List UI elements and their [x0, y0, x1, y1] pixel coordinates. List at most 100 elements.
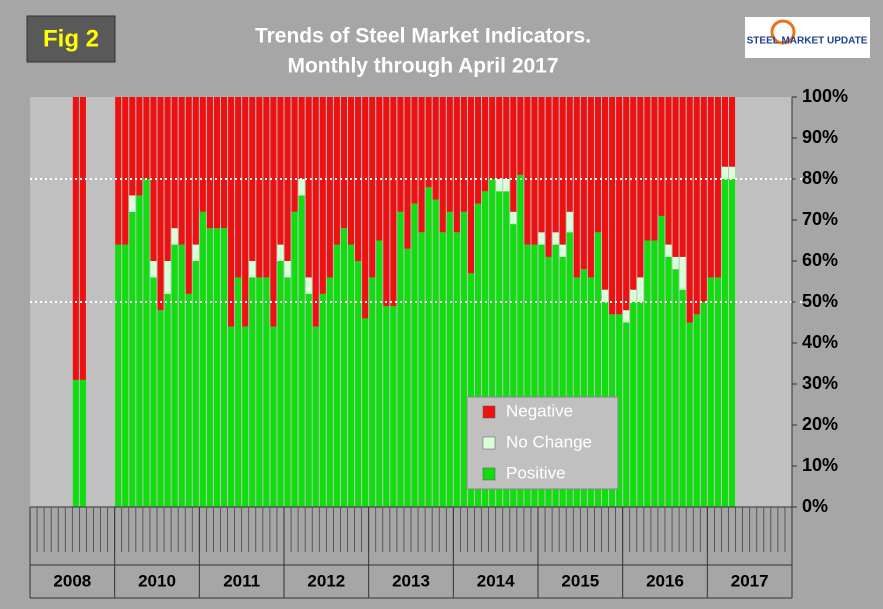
bar-segment: [164, 97, 171, 261]
bar-segment: [79, 97, 86, 380]
year-label: 2015: [561, 571, 599, 590]
bar-segment: [672, 269, 679, 507]
bar-segment: [616, 97, 623, 315]
bar-segment: [467, 273, 474, 507]
bar-segment: [644, 240, 651, 507]
year-label: 2017: [731, 571, 769, 590]
bar-segment: [602, 289, 609, 302]
bar-segment: [277, 97, 284, 245]
bar-segment: [686, 97, 693, 323]
bar-segment: [594, 97, 601, 233]
bar-segment: [566, 232, 573, 508]
bar-segment: [72, 379, 79, 507]
bar-segment: [235, 277, 242, 507]
bar-segment: [129, 211, 136, 508]
bar-segment: [171, 97, 178, 229]
bar-segment: [672, 97, 679, 257]
bar-segment: [312, 97, 319, 327]
bar-segment: [425, 97, 432, 188]
bar-segment: [644, 97, 651, 241]
bar-segment: [185, 293, 192, 507]
bar-segment: [199, 97, 206, 212]
bar-segment: [658, 97, 665, 216]
bar-segment: [475, 203, 482, 507]
bar-segment: [263, 277, 270, 507]
bar-segment: [171, 228, 178, 245]
bar-segment: [221, 97, 228, 229]
bar-segment: [545, 256, 552, 507]
chart-subtitle: Monthly through April 2017: [287, 55, 558, 78]
bar-segment: [228, 326, 235, 507]
bar-segment: [199, 211, 206, 508]
bar-segment: [136, 97, 143, 196]
legend-swatch: [482, 405, 496, 419]
bar-segment: [291, 211, 298, 508]
bar-segment: [348, 97, 355, 245]
bar-segment: [157, 310, 164, 507]
bar-segment: [235, 97, 242, 278]
bar-segment: [587, 97, 594, 278]
bar-segment: [489, 97, 496, 179]
bar-segment: [242, 326, 249, 507]
bar-segment: [150, 97, 157, 261]
bar-segment: [249, 277, 256, 507]
bar-segment: [143, 179, 150, 507]
bar-segment: [362, 97, 369, 319]
bar-segment: [623, 97, 630, 311]
bar-segment: [122, 97, 129, 245]
bar-segment: [129, 97, 136, 196]
y-tick-label: 50%: [802, 291, 838, 311]
bar-segment: [482, 191, 489, 508]
bar-segment: [693, 97, 700, 315]
chart-title: Trends of Steel Market Indicators.: [255, 25, 591, 48]
bar-segment: [249, 261, 256, 278]
y-tick-label: 20%: [802, 414, 838, 434]
bar-segment: [686, 322, 693, 507]
bar-segment: [475, 97, 482, 204]
year-label: 2016: [646, 571, 684, 590]
bar-segment: [284, 277, 291, 507]
bar-segment: [319, 293, 326, 507]
bar-segment: [291, 97, 298, 212]
y-tick-label: 30%: [802, 373, 838, 393]
bar-segment: [136, 195, 143, 507]
bar-segment: [326, 277, 333, 507]
bar-segment: [404, 97, 411, 249]
bar-segment: [129, 195, 136, 212]
bar-segment: [305, 277, 312, 294]
bar-segment: [340, 228, 347, 507]
bar-segment: [284, 261, 291, 278]
logo-swoosh: [770, 19, 796, 45]
bar-segment: [637, 97, 644, 278]
bar-segment: [355, 261, 362, 507]
bar-segment: [206, 97, 213, 229]
bar-segment: [453, 232, 460, 508]
bar-segment: [333, 244, 340, 507]
bar-segment: [573, 277, 580, 507]
bar-segment: [319, 97, 326, 294]
y-tick-label: 90%: [802, 127, 838, 147]
bar-segment: [425, 187, 432, 507]
year-label: 2014: [477, 571, 515, 590]
bar-segment: [72, 97, 79, 380]
bar-segment: [340, 97, 347, 229]
bar-segment: [552, 232, 559, 245]
bar-segment: [630, 302, 637, 507]
bar-segment: [411, 203, 418, 507]
bar-segment: [439, 97, 446, 233]
bar-segment: [115, 97, 122, 245]
bar-segment: [679, 289, 686, 507]
bar-segment: [284, 97, 291, 261]
bar-segment: [637, 277, 644, 302]
bar-segment: [221, 228, 228, 507]
bar-segment: [79, 379, 86, 507]
bar-segment: [729, 166, 736, 179]
bar-segment: [672, 256, 679, 270]
y-tick-label: 0%: [802, 496, 828, 516]
year-label: 2010: [138, 571, 176, 590]
bar-segment: [587, 277, 594, 507]
fig-label-box: [26, 15, 116, 63]
bar-segment: [496, 97, 503, 179]
logo-text: STEEL MARKET UPDATE: [747, 36, 868, 47]
y-tick-label: 10%: [802, 455, 838, 475]
